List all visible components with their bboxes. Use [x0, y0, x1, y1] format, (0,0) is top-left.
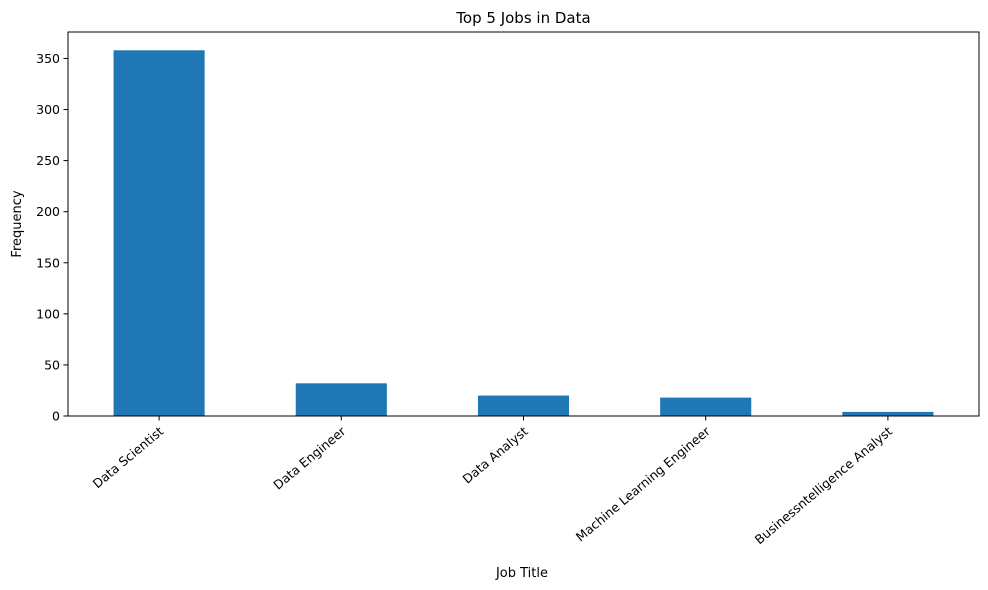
- x-tick-label-businessntelligence-analyst: Businessntelligence Analyst: [752, 423, 895, 547]
- x-tick-label-data-analyst: Data Analyst: [460, 423, 531, 486]
- bar-machine-learning-engineer: [660, 397, 752, 416]
- bars-layer: [113, 50, 934, 416]
- bar-data-engineer: [295, 383, 387, 416]
- x-tick-label-machine-learning-engineer: Machine Learning Engineer: [573, 423, 714, 544]
- bar-data-scientist: [113, 50, 205, 416]
- x-tick-label-data-scientist: Data Scientist: [90, 423, 167, 491]
- x-tick-label-data-engineer: Data Engineer: [270, 423, 349, 493]
- y-tick-label: 200: [36, 204, 60, 219]
- x-axis-ticks: Data Scientist Data Engineer Data Analyst M…: [90, 416, 895, 547]
- y-axis-label: Frequency: [10, 190, 25, 257]
- y-tick-label: 150: [36, 255, 60, 270]
- bar-data-analyst: [477, 395, 570, 416]
- x-axis-label: Job Title: [495, 566, 548, 581]
- y-tick-label: 350: [36, 51, 60, 66]
- y-tick-label: 50: [44, 357, 60, 372]
- plot-frame: [67, 31, 980, 417]
- plot-area: [68, 32, 979, 416]
- y-tick-label: 300: [36, 102, 60, 117]
- y-axis-ticks: 0 50 100 150 200 250 300 350: [36, 51, 68, 424]
- chart-title: Top 5 Jobs in Data: [455, 9, 590, 27]
- y-tick-label: 0: [52, 409, 60, 424]
- y-tick-label: 100: [36, 306, 60, 321]
- y-tick-label: 250: [36, 153, 60, 168]
- bar-businessntelligence-analyst: [842, 411, 934, 416]
